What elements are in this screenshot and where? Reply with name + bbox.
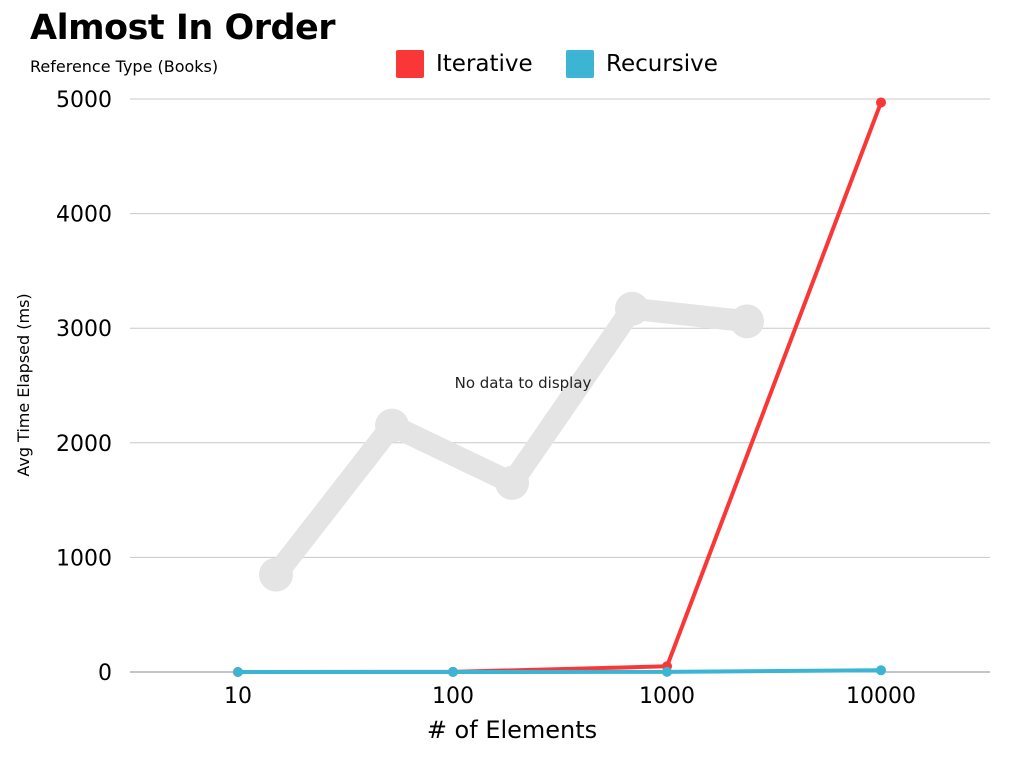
watermark-line [265,297,758,586]
x-tick-label: 10000 [846,684,916,709]
no-data-message: No data to display [455,374,592,392]
y-tick-label: 1000 [56,546,112,571]
legend-swatch-recursive [566,50,594,78]
y-axis-label: Avg Time Elapsed (ms) [14,293,33,476]
data-point-recursive[interactable] [233,667,243,677]
y-axis-tick-labels: 0 1000 2000 3000 4000 5000 [56,88,112,686]
empty-state-watermark: No data to display [259,291,764,592]
y-tick-label: 4000 [56,203,112,228]
series-lines [233,97,886,677]
y-tick-label: 3000 [56,317,112,342]
x-tick-label: 10 [224,684,252,709]
x-tick-label: 100 [432,684,474,709]
legend-swatch-iterative [396,50,424,78]
chart-subtitle: Reference Type (Books) [30,57,219,76]
legend-label-recursive: Recursive [606,51,718,77]
watermark-point [495,465,529,500]
x-tick-label: 1000 [639,684,695,709]
watermark-point [259,557,293,592]
data-point-recursive[interactable] [876,665,886,676]
watermark-point [730,304,764,339]
x-axis-label: # of Elements [427,716,597,744]
legend-item-iterative[interactable]: Iterative [396,49,533,79]
legend-item-recursive[interactable]: Recursive [566,49,718,79]
y-tick-label: 5000 [56,88,112,113]
series-line-recursive [238,668,882,674]
data-point-recursive[interactable] [662,666,672,677]
watermark-point [615,291,649,326]
watermark-point [375,408,409,443]
data-point-iterative[interactable] [876,97,886,108]
data-point-recursive[interactable] [448,667,458,677]
x-axis-tick-labels: 10 100 1000 10000 [224,684,916,709]
y-tick-label: 0 [98,661,112,686]
chart-title: Almost In Order [30,8,336,48]
y-tick-label: 2000 [56,432,112,457]
legend-label-iterative: Iterative [436,51,533,77]
